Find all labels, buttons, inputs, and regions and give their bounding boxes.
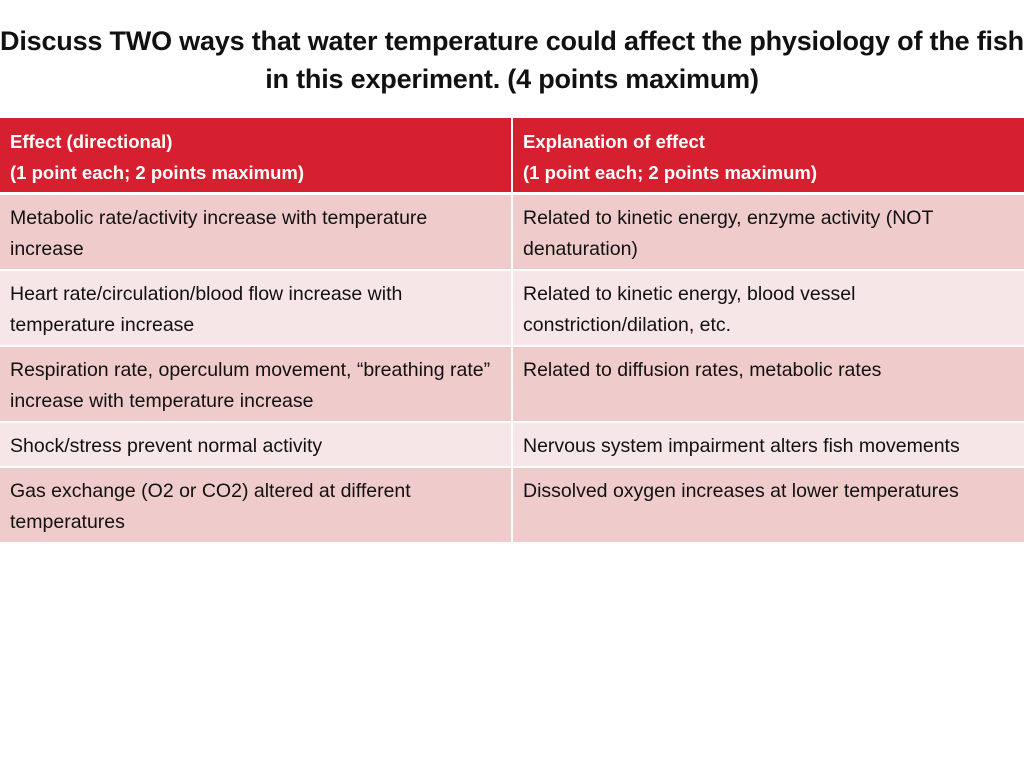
header-explanation: Explanation of effect (1 point each; 2 p… [512,118,1024,195]
header-effect-points: (1 point each; 2 points maximum) [10,162,304,183]
header-effect: Effect (directional) (1 point each; 2 po… [0,118,513,195]
header-explanation-title: Explanation of effect [523,131,705,152]
effect-cell: Respiration rate, operculum movement, “b… [0,346,513,423]
effect-cell: Shock/stress prevent normal activity [0,422,513,468]
table-row: Shock/stress prevent normal activity Ner… [0,422,1024,468]
explanation-cell: Related to kinetic energy, enzyme activi… [512,193,1024,271]
table-header-row: Effect (directional) (1 point each; 2 po… [0,118,1024,195]
slide-title: Discuss TWO ways that water temperature … [0,26,1024,94]
scoring-rubric-table: Effect (directional) (1 point each; 2 po… [0,118,1024,544]
explanation-cell: Nervous system impairment alters fish mo… [512,422,1024,468]
effect-cell: Heart rate/circulation/blood flow increa… [0,270,513,347]
explanation-cell: Dissolved oxygen increases at lower temp… [512,467,1024,544]
table-row: Respiration rate, operculum movement, “b… [0,346,1024,423]
table-row: Metabolic rate/activity increase with te… [0,193,1024,271]
effect-cell: Gas exchange (O2 or CO2) altered at diff… [0,467,513,544]
explanation-cell: Related to diffusion rates, metabolic ra… [512,346,1024,423]
table-row: Gas exchange (O2 or CO2) altered at diff… [0,467,1024,544]
table-row: Heart rate/circulation/blood flow increa… [0,270,1024,347]
explanation-cell: Related to kinetic energy, blood vessel … [512,270,1024,347]
effect-cell: Metabolic rate/activity increase with te… [0,193,513,271]
header-effect-title: Effect (directional) [10,131,173,152]
header-explanation-points: (1 point each; 2 points maximum) [523,162,817,183]
